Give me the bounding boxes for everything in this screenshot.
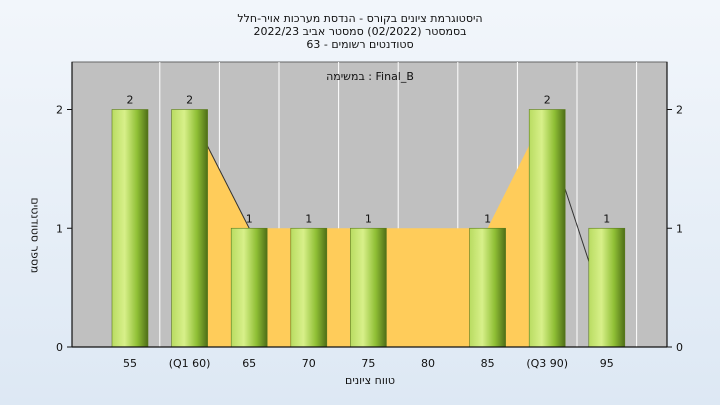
x-axis-title: טווח ציונים bbox=[345, 374, 395, 387]
bar-value-label: 2 bbox=[544, 94, 551, 107]
y-tick-label-right: 0 bbox=[676, 341, 683, 354]
chart-title-line2: בסמסטר (02/2022) סמסטר אביב 2022/23 bbox=[253, 25, 467, 38]
bar bbox=[469, 227, 506, 348]
bar bbox=[290, 227, 328, 348]
bar-value-label: 1 bbox=[365, 212, 372, 225]
bar-value-label: 1 bbox=[603, 212, 610, 225]
y-tick-label-left: 1 bbox=[56, 222, 63, 235]
bar-value-label: 1 bbox=[305, 212, 312, 225]
x-tick-label: 75 bbox=[361, 357, 375, 370]
bar bbox=[350, 227, 387, 348]
bar bbox=[528, 109, 566, 348]
x-tick-label: 80 bbox=[421, 357, 435, 370]
bar-value-label: 1 bbox=[246, 212, 253, 225]
bar bbox=[111, 109, 149, 348]
y-tick-label-left: 0 bbox=[56, 341, 63, 354]
y-tick-label-right: 2 bbox=[676, 104, 683, 117]
bar bbox=[588, 227, 626, 348]
bar-value-label: 2 bbox=[127, 94, 134, 107]
trend-line-left bbox=[201, 134, 250, 229]
bars: 2 2 1 1 1 1 2 1 bbox=[111, 94, 626, 348]
chart-title-line3: סטודנטים רשומים - 63 bbox=[306, 38, 414, 51]
bar bbox=[230, 227, 268, 348]
x-tick-label: 65 bbox=[242, 357, 256, 370]
bar-value-label: 2 bbox=[186, 94, 193, 107]
bar bbox=[171, 109, 208, 348]
x-tick-label: 95 bbox=[600, 357, 614, 370]
y-axis-title: מספר סטודנטים bbox=[28, 197, 42, 274]
x-tick-label: (Q3 90) bbox=[526, 357, 568, 370]
x-tick-label: 70 bbox=[302, 357, 316, 370]
x-tick-label: 55 bbox=[123, 357, 137, 370]
bar-value-label: 1 bbox=[484, 212, 491, 225]
chart-title-line1: היסטוגרמת ציונים בקורס - הנדסת מערכות או… bbox=[237, 12, 483, 25]
x-tick-label: 85 bbox=[481, 357, 495, 370]
y-tick-label-right: 1 bbox=[676, 222, 683, 235]
x-tick-label: (Q1 60) bbox=[169, 357, 211, 370]
axes: 0 0 1 1 2 2 55 (Q1 60) 65 70 75 80 85 (Q3 90) 95 bbox=[56, 62, 683, 370]
task-label: במשימה : Final_B bbox=[326, 70, 414, 83]
y-tick-label-left: 2 bbox=[56, 104, 63, 117]
